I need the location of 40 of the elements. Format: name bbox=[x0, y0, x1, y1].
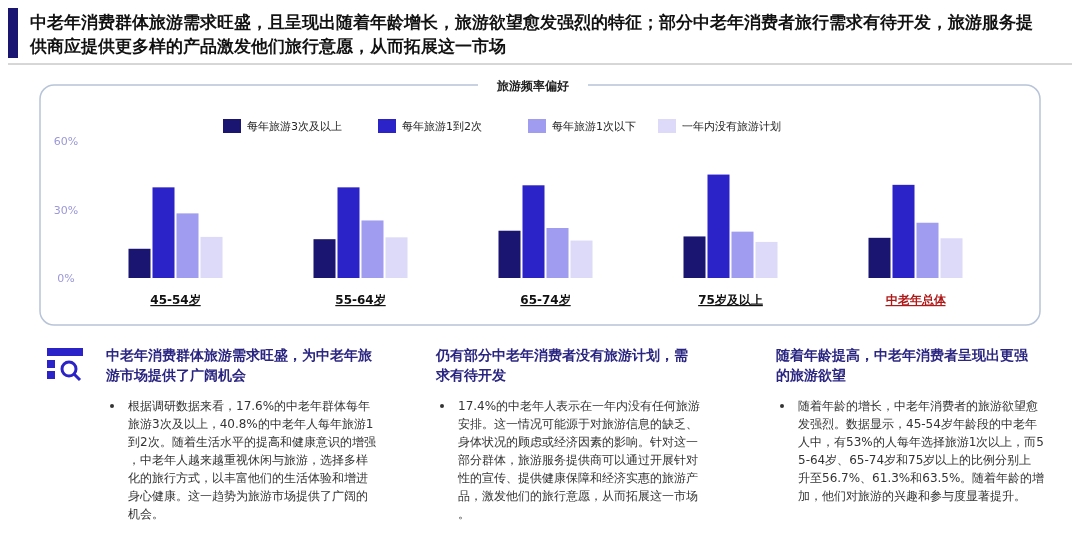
y-tick-label: 30% bbox=[53, 203, 79, 217]
x-tick-label: 55-64岁 bbox=[335, 293, 386, 307]
y-tick-label: 60% bbox=[53, 135, 79, 148]
bar bbox=[313, 239, 336, 278]
text: 中老年消费群体旅游需求旺盛，为中老年旅游市场提供了广阔机会 bbox=[105, 347, 373, 383]
bar bbox=[385, 237, 408, 278]
bar bbox=[916, 222, 939, 278]
bar bbox=[892, 184, 915, 278]
bar bbox=[868, 237, 891, 278]
chart-subtitle: 旅游频率偏好 bbox=[496, 79, 569, 93]
bar bbox=[940, 238, 963, 278]
bar bbox=[128, 248, 151, 278]
bar bbox=[337, 187, 360, 278]
x-tick-label: 75岁及以上 bbox=[698, 293, 763, 307]
x-tick-label: 中老年总体 bbox=[885, 293, 947, 307]
legend-label: 一年内没有旅游计划 bbox=[682, 120, 781, 133]
bar bbox=[361, 220, 384, 278]
bar bbox=[152, 187, 175, 278]
legend-label: 每年旅游1次以下 bbox=[552, 120, 636, 133]
bar bbox=[200, 236, 223, 278]
bar bbox=[707, 174, 730, 278]
legend-label: 每年旅游3次及以上 bbox=[247, 120, 342, 133]
bar bbox=[522, 185, 545, 278]
text: 根据调研数据来看，17.6%的中老年群体每年旅游3次及以上，40.8%的中老年人每年旅游1到2次。随着生活水平的提高和健康意识的增强，中老年人越来越重视休闲与旅游，选择多样化的旅行方式，以丰富他们的生活体验和增进身心健康。这一趋势为旅游市场提供了广阔的机会。 bbox=[128, 399, 376, 521]
bar bbox=[570, 240, 593, 278]
text: 随着年龄提高，中老年消费者呈现出更强的旅游欲望 bbox=[776, 347, 1029, 383]
x-tick-label: 65-74岁 bbox=[520, 293, 571, 307]
bar bbox=[731, 231, 754, 278]
bar bbox=[176, 213, 199, 278]
text: 17.4%的中老年人表示在一年内没有任何旅游安排。这一情况可能源于对旅游信息的缺乏、身体状况的顾虑或经济因素的影响。针对这一部分群体，旅游服务提供商可以通过开展针对性的宣传、提供健康保障和经济实惠的旅游产品，激发他们的旅行意愿，从而拓展这一市场。 bbox=[457, 399, 701, 521]
bar bbox=[546, 228, 569, 278]
x-tick-label: 45-54岁 bbox=[150, 293, 201, 307]
bar bbox=[498, 230, 521, 278]
text: 仍有部分中老年消费者没有旅游计划，需求有待开发 bbox=[435, 347, 688, 383]
bar bbox=[755, 241, 778, 278]
y-tick-label: 0% bbox=[57, 272, 75, 285]
bar bbox=[683, 236, 706, 278]
legend-label: 每年旅游1到2次 bbox=[402, 120, 482, 133]
text: 随着年龄的增长，中老年消费者的旅游欲望愈发强烈。数据显示，45-54岁年龄段的中老年人中，有53%的人每年选择旅游1次以上，而55-64岁、65-74岁和75岁以上的比例分别上升至56.7%、61.3%和63.5%。随着年龄的增加，他们对旅游的兴趣和参与度显著提升。 bbox=[798, 399, 1045, 503]
chart-title: 中老年消费群体旅游需求旺盛，且呈现出随着年龄增长，旅游欲望愈发强烈的特征；部分中老年消费者旅行需求有待开发，旅游服务提供商应提供更多样的产品激发他们旅行意愿，从而拓展这一市场 bbox=[29, 12, 1033, 56]
